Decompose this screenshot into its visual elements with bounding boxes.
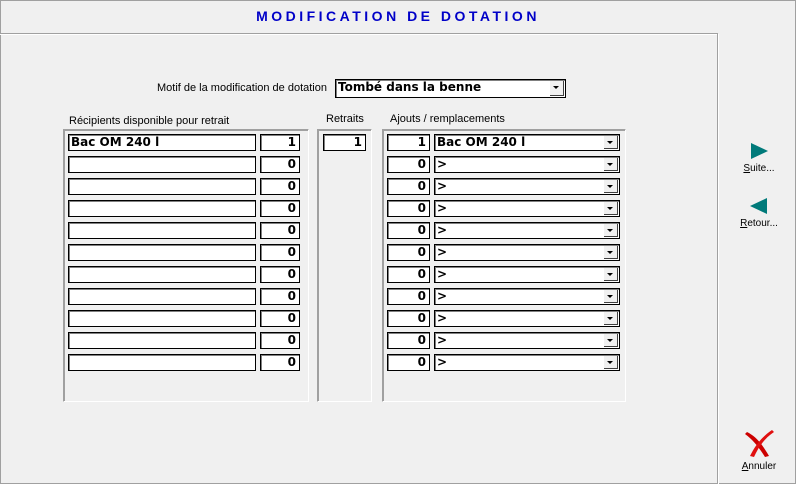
- play-left-icon: [750, 198, 767, 214]
- right-group: [382, 129, 626, 402]
- ajout-item-value: >: [437, 223, 448, 237]
- ajout-item-value: >: [437, 289, 448, 303]
- ajout-item-select[interactable]: >: [434, 354, 620, 371]
- ajout-qty-field[interactable]: 0: [387, 288, 430, 305]
- motif-select[interactable]: Tombé dans la benne: [335, 79, 566, 98]
- recipient-qty-field[interactable]: 0: [260, 244, 300, 261]
- back-label: Retour...: [740, 218, 778, 229]
- ajout-item-value: >: [437, 179, 448, 193]
- ajout-item-value: >: [437, 267, 448, 281]
- recipient-qty-field[interactable]: 0: [260, 266, 300, 283]
- ajout-item-value: >: [437, 201, 448, 215]
- chevron-down-icon[interactable]: [604, 246, 618, 259]
- motif-label: Motif de la modification de dotation: [157, 82, 327, 94]
- next-button[interactable]: Suite...: [722, 142, 796, 174]
- recipient-name-field[interactable]: [68, 178, 256, 195]
- recipient-name-field[interactable]: [68, 310, 256, 327]
- right-header: Ajouts / remplacements: [390, 113, 505, 125]
- recipient-qty-field[interactable]: 0: [260, 354, 300, 371]
- ajout-qty-field[interactable]: 0: [387, 200, 430, 217]
- ajout-item-select[interactable]: >: [434, 156, 620, 173]
- sidebar-divider: [717, 34, 719, 484]
- ajout-qty-field[interactable]: 1: [387, 134, 430, 151]
- ajout-qty-field[interactable]: 0: [387, 354, 430, 371]
- recipient-qty-field[interactable]: 0: [260, 288, 300, 305]
- recipient-name-field[interactable]: [68, 288, 256, 305]
- cancel-label: Annuler: [741, 461, 777, 472]
- recipient-qty-field[interactable]: 0: [260, 200, 300, 217]
- ajout-item-value: Bac OM 240 l: [437, 135, 526, 149]
- retraits-group: [317, 129, 372, 402]
- recipient-name-field[interactable]: [68, 156, 256, 173]
- recipient-name-field[interactable]: [68, 332, 256, 349]
- ajout-item-value: >: [437, 311, 448, 325]
- ajout-qty-field[interactable]: 0: [387, 310, 430, 327]
- red-x-icon: [745, 430, 774, 457]
- ajout-qty-field[interactable]: 0: [387, 222, 430, 239]
- ajout-item-select[interactable]: >: [434, 332, 620, 349]
- ajout-item-value: >: [437, 245, 448, 259]
- motif-value: Tombé dans la benne: [338, 80, 482, 94]
- recipient-name-field[interactable]: Bac OM 240 l: [68, 134, 256, 151]
- ajout-item-select[interactable]: >: [434, 200, 620, 217]
- chevron-down-icon[interactable]: [604, 202, 618, 215]
- recipient-qty-field[interactable]: 0: [260, 222, 300, 239]
- left-header: Récipients disponible pour retrait: [69, 115, 230, 127]
- ajout-qty-field[interactable]: 0: [387, 266, 430, 283]
- chevron-down-icon[interactable]: [604, 224, 618, 237]
- retraits-header: Retraits: [326, 113, 364, 125]
- ajout-item-select[interactable]: >: [434, 178, 620, 195]
- ajout-item-value: >: [437, 355, 448, 369]
- recipient-name-field[interactable]: [68, 266, 256, 283]
- recipient-qty-field[interactable]: 0: [260, 332, 300, 349]
- page-title: MODIFICATION DE DOTATION: [256, 8, 540, 24]
- chevron-down-icon[interactable]: [604, 312, 618, 325]
- recipient-qty-field[interactable]: 0: [260, 310, 300, 327]
- ajout-qty-field[interactable]: 0: [387, 178, 430, 195]
- cancel-button[interactable]: Annuler: [722, 428, 796, 472]
- ajout-qty-field[interactable]: 0: [387, 332, 430, 349]
- ajout-qty-field[interactable]: 0: [387, 156, 430, 173]
- chevron-down-icon[interactable]: [604, 158, 618, 171]
- recipient-name-field[interactable]: [68, 244, 256, 261]
- recipient-name-field[interactable]: [68, 200, 256, 217]
- chevron-down-icon[interactable]: [604, 136, 618, 149]
- retraits-field[interactable]: 1: [323, 134, 366, 151]
- chevron-down-icon[interactable]: [604, 334, 618, 347]
- play-right-icon: [751, 143, 768, 159]
- chevron-down-icon[interactable]: [550, 81, 564, 96]
- chevron-down-icon[interactable]: [604, 290, 618, 303]
- ajout-item-value: >: [437, 333, 448, 347]
- chevron-down-icon[interactable]: [604, 356, 618, 369]
- ajout-qty-field[interactable]: 0: [387, 244, 430, 261]
- ajout-item-select[interactable]: >: [434, 244, 620, 261]
- left-group: [63, 129, 309, 402]
- ajout-item-select[interactable]: >: [434, 222, 620, 239]
- ajout-item-select[interactable]: Bac OM 240 l: [434, 134, 620, 151]
- recipient-name-field[interactable]: [68, 354, 256, 371]
- title-divider: [0, 33, 718, 35]
- recipient-qty-field[interactable]: 1: [260, 134, 300, 151]
- chevron-down-icon[interactable]: [604, 268, 618, 281]
- next-label: Suite...: [743, 163, 775, 174]
- chevron-down-icon[interactable]: [604, 180, 618, 193]
- ajout-item-select[interactable]: >: [434, 266, 620, 283]
- recipient-qty-field[interactable]: 0: [260, 156, 300, 173]
- ajout-item-select[interactable]: >: [434, 310, 620, 327]
- recipient-qty-field[interactable]: 0: [260, 178, 300, 195]
- back-button[interactable]: Retour...: [722, 197, 796, 229]
- ajout-item-value: >: [437, 157, 448, 171]
- ajout-item-select[interactable]: >: [434, 288, 620, 305]
- recipient-name-field[interactable]: [68, 222, 256, 239]
